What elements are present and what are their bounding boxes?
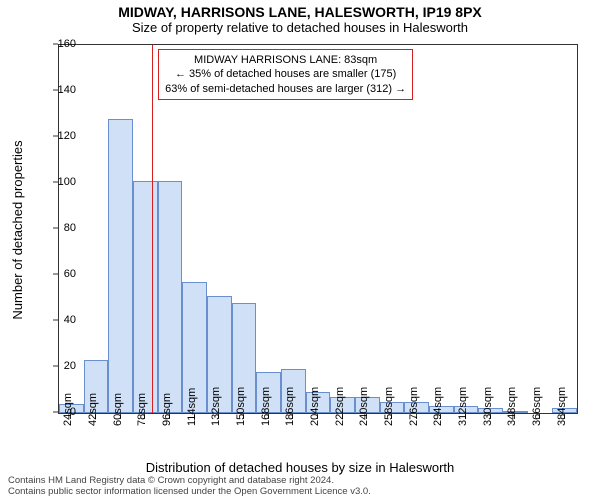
y-tick-label: 140 [46, 84, 76, 96]
annotation-box: MIDWAY HARRISONS LANE: 83sqm ← 35% of de… [158, 49, 413, 100]
annotation-line3: 63% of semi-detached houses are larger (… [165, 82, 406, 96]
chart-title: MIDWAY, HARRISONS LANE, HALESWORTH, IP19… [0, 0, 600, 20]
annotation-line1: MIDWAY HARRISONS LANE: 83sqm [165, 53, 406, 67]
annotation-line2: ← 35% of detached houses are smaller (17… [165, 67, 406, 81]
bar [133, 181, 158, 413]
reference-line [152, 45, 153, 413]
y-tick-label: 100 [46, 176, 76, 188]
y-tick-mark [53, 44, 58, 45]
y-tick-mark [53, 228, 58, 229]
histogram-chart: MIDWAY, HARRISONS LANE, HALESWORTH, IP19… [0, 0, 600, 500]
y-tick-label: 160 [46, 38, 76, 50]
bar [108, 119, 133, 413]
y-tick-mark [53, 366, 58, 367]
plot-area: MIDWAY HARRISONS LANE: 83sqm ← 35% of de… [58, 44, 578, 414]
footer-line2: Contains public sector information licen… [8, 487, 371, 498]
footer-attribution: Contains HM Land Registry data © Crown c… [8, 476, 371, 498]
y-tick-mark [53, 320, 58, 321]
y-tick-mark [53, 136, 58, 137]
y-tick-mark [53, 90, 58, 91]
y-tick-label: 20 [46, 360, 76, 372]
y-tick-mark [53, 182, 58, 183]
x-axis-label: Distribution of detached houses by size … [0, 460, 600, 475]
chart-subtitle: Size of property relative to detached ho… [0, 20, 600, 37]
y-axis-label: Number of detached properties [10, 140, 25, 319]
y-tick-label: 40 [46, 314, 76, 326]
y-tick-label: 60 [46, 268, 76, 280]
bars-container [59, 45, 577, 413]
y-tick-mark [53, 274, 58, 275]
y-tick-label: 120 [46, 130, 76, 142]
y-tick-mark [53, 412, 58, 413]
y-tick-label: 80 [46, 222, 76, 234]
bar [158, 181, 183, 413]
